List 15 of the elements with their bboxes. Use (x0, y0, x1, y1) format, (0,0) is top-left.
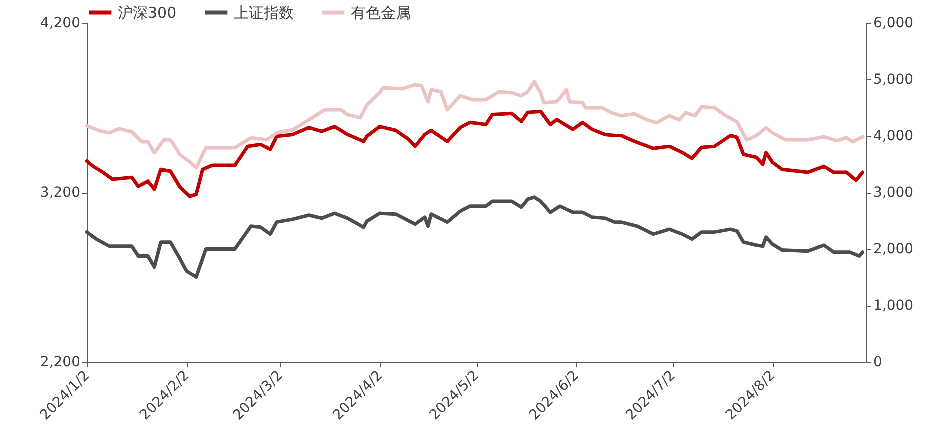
line-series (85, 80, 865, 170)
y2-tick-label: 2,000 (874, 242, 914, 258)
line-series (85, 110, 865, 198)
y2-tick-label: 6,000 (874, 16, 914, 32)
y-tick-label: 4,200 (40, 16, 80, 32)
y-tick-label: 2,200 (40, 354, 80, 370)
y2-tick-label: 0 (874, 354, 882, 370)
legend-label: 有色金属 (351, 4, 411, 22)
y2-tick-label: 4,000 (874, 128, 914, 144)
y2-tick-label: 5,000 (874, 72, 914, 88)
y-tick-label: 3,200 (40, 185, 80, 201)
y2-tick-label: 1,000 (874, 298, 914, 314)
legend-label: 上证指数 (234, 4, 294, 22)
y2-tick-label: 3,000 (874, 185, 914, 201)
legend-label: 沪深300 (118, 4, 177, 22)
